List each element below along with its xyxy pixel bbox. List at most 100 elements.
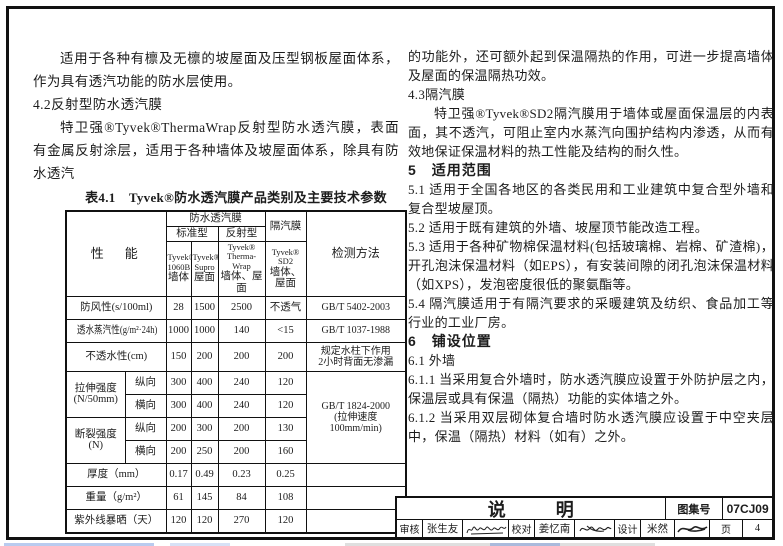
review-signature bbox=[463, 520, 509, 537]
row-label-uv: 紫外线暴晒（天） bbox=[65, 508, 167, 534]
table-cell: 140 bbox=[217, 318, 266, 343]
table-block: 表4.1 Tyvek®防水透汽膜产品类别及主要技术参数 性 能 防水透汽膜 隔汽… bbox=[65, 187, 408, 534]
page-frame: 适用于各种有檩及无檩的坡屋面及压型钢板屋面体系，作为具有透汽功能的防水层使用。 … bbox=[6, 6, 775, 540]
row-label-tensile: 拉伸强度 (N/50mm) bbox=[65, 370, 126, 418]
table-cell: 不透气 bbox=[264, 295, 307, 320]
proof-name: 姜忆南 bbox=[535, 520, 575, 537]
paragraph-continued: 适用于各种有檩及无檩的坡屋面及压型钢板屋面体系，作为具有透汽功能的防水层使用。 bbox=[33, 51, 399, 89]
method-cell: 规定水柱下作用 2小时背面无渗漏 bbox=[305, 341, 407, 372]
table-cell: 120 bbox=[264, 393, 307, 418]
row-label-thickness: 厚度（mm） bbox=[65, 462, 167, 487]
table-title: 表4.1 Tyvek®防水透汽膜产品类别及主要技术参数 bbox=[85, 190, 387, 205]
table-cell: 2500 bbox=[217, 295, 266, 320]
table-cell: 200 bbox=[217, 341, 266, 372]
table-cell: 1500 bbox=[190, 295, 219, 320]
th-performance: 性 能 bbox=[65, 210, 167, 297]
table-cell: 84 bbox=[217, 485, 266, 510]
heading-4-3: 4.3隔汽膜 bbox=[408, 87, 466, 102]
table-cell: 400 bbox=[190, 370, 219, 395]
th-col-supro: Tyvek® Supro 屋面 bbox=[190, 240, 219, 297]
table-cell: <15 bbox=[264, 318, 307, 343]
table-cell: 160 bbox=[264, 439, 307, 464]
review-name: 张生友 bbox=[423, 520, 463, 537]
table-cell: 120 bbox=[190, 508, 219, 534]
paragraph-6-1-2: 6.1.2 当采用双层砌体复合墙时防水透汽膜应设置于中空夹层中，保温（隔热）材料… bbox=[408, 410, 774, 444]
page-label: 页 bbox=[710, 520, 743, 537]
table-cell: 61 bbox=[165, 485, 192, 510]
right-column: 的功能外，还可额外起到保温隔热的作用，可进一步提高墙体及屋面的保温隔热功效。 4… bbox=[408, 47, 774, 446]
table-cell: 200 bbox=[217, 439, 266, 464]
heading-6: 6 铺设位置 bbox=[408, 333, 492, 349]
paragraph-5-1: 5.1 适用于全国各地区的各类民用和工业建筑中复合型外墙和复合型坡屋顶。 bbox=[408, 182, 774, 216]
table-cell: 0.25 bbox=[264, 462, 307, 487]
table-cell: 28 bbox=[165, 295, 192, 320]
row-label-weight: 重量（g/m²） bbox=[65, 485, 167, 510]
table-cell: 240 bbox=[217, 370, 266, 395]
paragraph-4-2: 特卫强®Tyvek®ThermaWrap反射型防水透汽膜，表面有金属反射涂层，适… bbox=[33, 120, 399, 181]
row-label-vapor: 透水蒸汽性(g/m²·24h) bbox=[65, 318, 167, 343]
table-cell: 1000 bbox=[190, 318, 219, 343]
table-cell: 400 bbox=[190, 393, 219, 418]
spec-table: 性 能 防水透汽膜 隔汽膜 检测方法 标准型 反射型 Tyvek® 1060B墙… bbox=[65, 210, 408, 534]
table-cell: 0.17 bbox=[165, 462, 192, 487]
table-cell: 270 bbox=[217, 508, 266, 534]
row-sublabel: 横向 bbox=[124, 439, 167, 464]
table-cell: 0.23 bbox=[217, 462, 266, 487]
method-cell: GB/T 1824-2000 (拉伸速度 100mm/min) bbox=[305, 370, 407, 464]
row-label-tear: 断裂强度 (N) bbox=[65, 416, 126, 464]
table-cell: 300 bbox=[165, 393, 192, 418]
row-sublabel: 纵向 bbox=[124, 416, 167, 441]
row-label-impermeable: 不透水性(cm) bbox=[65, 341, 167, 372]
method-cell-empty bbox=[305, 462, 407, 487]
method-cell: GB/T 1037-1988 bbox=[305, 318, 407, 343]
proof-signature bbox=[575, 520, 615, 537]
th-method: 检测方法 bbox=[305, 210, 407, 297]
heading-4-2: 4.2反射型防水透汽膜 bbox=[33, 97, 163, 112]
heading-5: 5 适用范围 bbox=[408, 162, 492, 178]
table-cell: 1000 bbox=[165, 318, 192, 343]
table-cell: 120 bbox=[165, 508, 192, 534]
th-type-standard: 标准型 bbox=[165, 226, 219, 242]
th-type-reflective: 反射型 bbox=[217, 226, 266, 242]
table-cell: 108 bbox=[264, 485, 307, 510]
table-cell: 145 bbox=[190, 485, 219, 510]
table-cell: 120 bbox=[264, 370, 307, 395]
page-number: 4 bbox=[754, 523, 761, 534]
screenshot-edge-artifact bbox=[0, 542, 783, 546]
row-label-windproof: 防风性(s/100ml) bbox=[65, 295, 167, 320]
row-sublabel: 纵向 bbox=[124, 370, 167, 395]
design-signature bbox=[675, 520, 710, 537]
th-vapor-group: 隔汽膜 bbox=[264, 210, 307, 242]
table-cell: 0.49 bbox=[190, 462, 219, 487]
method-cell: GB/T 5402-2003 bbox=[305, 295, 407, 320]
paragraph-5-3: 5.3 适用于各种矿物棉保温材料(包括玻璃棉、岩棉、矿渣棉)，开孔泡沫保温材料（… bbox=[408, 239, 774, 292]
paragraph-continued: 的功能外，还可额外起到保温隔热的作用，可进一步提高墙体及屋面的保温隔热功效。 bbox=[408, 49, 774, 83]
paragraph-4-3: 特卫强®Tyvek®SD2隔汽膜用于墙体或屋面保温层的内表面，其不透汽，可阻止室… bbox=[408, 106, 774, 159]
design-name: 米然 bbox=[641, 520, 675, 537]
method-cell-empty bbox=[305, 508, 407, 534]
left-column: 适用于各种有檩及无檩的坡屋面及压型钢板屋面体系，作为具有透汽功能的防水层使用。 … bbox=[33, 47, 399, 185]
table-cell: 300 bbox=[165, 370, 192, 395]
paragraph-5-2: 5.2 适用于既有建筑的外墙、坡屋顶节能改造工程。 bbox=[408, 220, 708, 235]
th-col-thermawrap: Tyvek® Therma-Wrap 墙体、屋面 bbox=[217, 240, 266, 297]
table-cell: 240 bbox=[217, 393, 266, 418]
design-label: 设计 bbox=[615, 520, 641, 537]
table-cell: 200 bbox=[165, 439, 192, 464]
drawing-title-block: 说 明 图集号 07CJ09 审核 张生友 校对 姜忆南 设计 米然 页 4 bbox=[395, 496, 772, 537]
method-cell-empty bbox=[305, 485, 407, 510]
atlas-number-value: 07CJ09 bbox=[726, 501, 769, 516]
paragraph-6-1-1: 6.1.1 当采用复合外墙时，防水透汽膜应设置于外防护层之内，保温层或具有保温（… bbox=[408, 372, 774, 406]
table-cell: 120 bbox=[264, 508, 307, 534]
proof-label: 校对 bbox=[509, 520, 535, 537]
review-label: 审核 bbox=[397, 520, 423, 537]
table-cell: 130 bbox=[264, 416, 307, 441]
table-cell: 200 bbox=[190, 341, 219, 372]
table-cell: 300 bbox=[190, 416, 219, 441]
table-cell: 250 bbox=[190, 439, 219, 464]
paragraph-5-4: 5.4 隔汽膜适用于有隔汽要求的采暖建筑及纺织、食品加工等行业的工业厂房。 bbox=[408, 296, 774, 330]
th-breathable-group: 防水透汽膜 bbox=[165, 210, 266, 227]
table-cell: 150 bbox=[165, 341, 192, 372]
atlas-number-label: 图集号 bbox=[666, 498, 724, 519]
table-cell: 200 bbox=[217, 416, 266, 441]
